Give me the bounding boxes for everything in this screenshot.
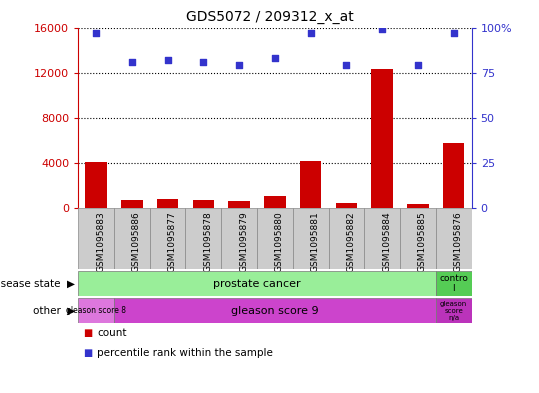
- Point: [271, 55, 279, 61]
- Text: GSM1095884: GSM1095884: [382, 211, 391, 272]
- FancyBboxPatch shape: [364, 208, 400, 269]
- Text: percentile rank within the sample: percentile rank within the sample: [97, 348, 273, 358]
- Text: ■: ■: [84, 348, 93, 358]
- Text: contro
l: contro l: [439, 274, 468, 293]
- Text: GSM1095880: GSM1095880: [275, 211, 284, 272]
- Text: GSM1095879: GSM1095879: [239, 211, 248, 272]
- Text: ■: ■: [84, 328, 93, 338]
- Text: GSM1095877: GSM1095877: [168, 211, 177, 272]
- Text: GDS5072 / 209312_x_at: GDS5072 / 209312_x_at: [185, 10, 354, 24]
- FancyBboxPatch shape: [78, 208, 114, 269]
- Text: gleason score 8: gleason score 8: [66, 306, 126, 315]
- Bar: [78, 298, 114, 323]
- FancyBboxPatch shape: [400, 208, 436, 269]
- Bar: [229, 201, 250, 208]
- Point: [342, 62, 351, 69]
- Point: [235, 62, 244, 69]
- FancyBboxPatch shape: [221, 208, 257, 269]
- Text: GSM1095878: GSM1095878: [203, 211, 212, 272]
- Bar: [436, 271, 472, 296]
- Text: disease state  ▶: disease state ▶: [0, 279, 75, 288]
- Text: GSM1095885: GSM1095885: [418, 211, 427, 272]
- Bar: [114, 298, 436, 323]
- Text: GSM1095876: GSM1095876: [454, 211, 463, 272]
- Bar: [264, 196, 286, 208]
- Point: [199, 59, 208, 65]
- Bar: [443, 143, 465, 208]
- Bar: [300, 161, 321, 208]
- Text: other  ▶: other ▶: [33, 306, 75, 316]
- Bar: [436, 298, 472, 323]
- FancyBboxPatch shape: [257, 208, 293, 269]
- Point: [92, 30, 100, 36]
- Text: gleason
score
n/a: gleason score n/a: [440, 301, 467, 321]
- Point: [163, 57, 172, 63]
- Bar: [121, 200, 142, 208]
- FancyBboxPatch shape: [114, 208, 150, 269]
- Point: [450, 30, 458, 36]
- Bar: [371, 69, 393, 208]
- FancyBboxPatch shape: [150, 208, 185, 269]
- Point: [378, 26, 386, 33]
- Point: [413, 62, 422, 69]
- Text: gleason score 9: gleason score 9: [231, 306, 319, 316]
- Point: [128, 59, 136, 65]
- Text: GSM1095883: GSM1095883: [96, 211, 105, 272]
- Text: count: count: [97, 328, 127, 338]
- Bar: [192, 200, 214, 208]
- FancyBboxPatch shape: [329, 208, 364, 269]
- FancyBboxPatch shape: [185, 208, 221, 269]
- FancyBboxPatch shape: [436, 208, 472, 269]
- Text: GSM1095886: GSM1095886: [132, 211, 141, 272]
- Bar: [407, 204, 429, 208]
- Text: GSM1095881: GSM1095881: [310, 211, 320, 272]
- Text: GSM1095882: GSM1095882: [347, 211, 355, 272]
- Text: prostate cancer: prostate cancer: [213, 279, 301, 288]
- Bar: [85, 162, 107, 208]
- Point: [306, 30, 315, 36]
- FancyBboxPatch shape: [293, 208, 329, 269]
- Bar: [336, 203, 357, 208]
- Bar: [157, 199, 178, 208]
